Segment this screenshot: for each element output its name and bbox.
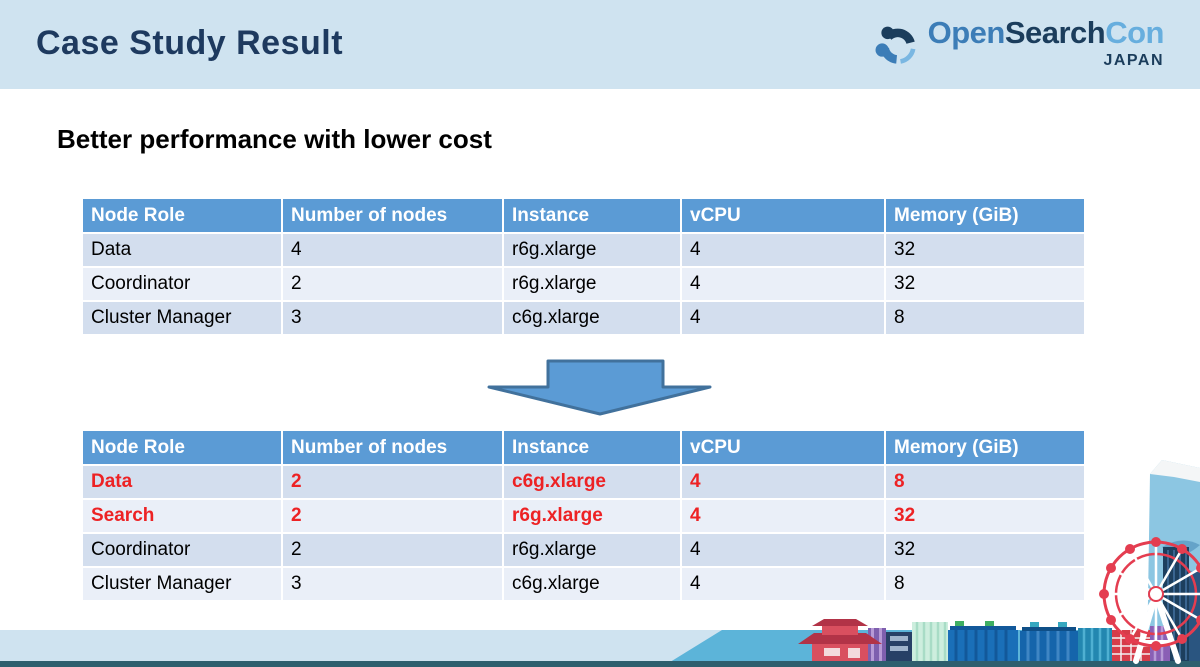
table-cell: 4 — [682, 302, 886, 336]
table-cell: 4 — [682, 568, 886, 602]
logo-text-japan: JAPAN — [1103, 52, 1164, 69]
logo-text-open: Open — [927, 15, 1006, 50]
table-cell: r6g.xlarge — [504, 500, 682, 534]
table-cell: 4 — [283, 234, 504, 268]
table-cell: 4 — [682, 466, 886, 500]
table-cell: Coordinator — [83, 268, 283, 302]
table-cell: 8 — [886, 568, 1086, 602]
column-header: Node Role — [83, 199, 283, 234]
column-header: Instance — [504, 431, 682, 466]
opensearch-logo-icon — [872, 16, 922, 70]
table-row: Search 2 r6g.xlarge 4 32 — [83, 500, 1086, 534]
opensearchcon-logo: OpenSearchCon JAPAN — [872, 16, 1164, 70]
table-cell: 8 — [886, 302, 1086, 336]
column-header: vCPU — [682, 431, 886, 466]
table-before-optimization: Node Role Number of nodes Instance vCPU Memo… — [83, 199, 1086, 336]
table-cell: 4 — [682, 268, 886, 302]
table-cell: 4 — [682, 234, 886, 268]
column-header: Number of nodes — [283, 431, 504, 466]
table-cell: 2 — [283, 534, 504, 568]
column-header: Memory (GiB) — [886, 199, 1086, 234]
table-cell: 3 — [283, 568, 504, 602]
column-header: Number of nodes — [283, 199, 504, 234]
slide-subtitle: Better performance with lower cost — [57, 124, 492, 154]
table-row: Coordinator 2 r6g.xlarge 4 32 — [83, 534, 1086, 568]
logo-text: OpenSearchCon JAPAN — [927, 15, 1165, 70]
table-cell: Cluster Manager — [83, 568, 283, 602]
logo-wordmark: OpenSearchCon — [927, 15, 1165, 50]
ferris-wheel — [1099, 537, 1200, 664]
table-cell: 8 — [886, 466, 1086, 500]
column-header: Memory (GiB) — [886, 431, 1086, 466]
table-cell: c6g.xlarge — [504, 466, 682, 500]
table-cell: 4 — [682, 500, 886, 534]
logo-text-con: Con — [1105, 15, 1164, 50]
table-cell: 4 — [682, 534, 886, 568]
table-cell: 3 — [283, 302, 504, 336]
table-row: Cluster Manager 3 c6g.xlarge 4 8 — [83, 568, 1086, 602]
down-arrow-icon — [487, 359, 712, 416]
table-cell: r6g.xlarge — [504, 534, 682, 568]
table-cell: r6g.xlarge — [504, 234, 682, 268]
table-cell: r6g.xlarge — [504, 268, 682, 302]
table-header-row: Node Role Number of nodes Instance vCPU Memo… — [83, 431, 1086, 466]
table-cell: Data — [83, 466, 283, 500]
table-cell: c6g.xlarge — [504, 302, 682, 336]
logo-text-search: Search — [1004, 15, 1106, 50]
column-header: vCPU — [682, 199, 886, 234]
table-cell: 32 — [886, 500, 1086, 534]
table-after-optimization: Node Role Number of nodes Instance vCPU Memo… — [83, 431, 1086, 602]
table-cell: c6g.xlarge — [504, 568, 682, 602]
slide-header-band: Case Study Result OpenSearchCon JAPAN — [0, 0, 1200, 89]
table-row: Data 2 c6g.xlarge 4 8 — [83, 466, 1086, 500]
page-title: Case Study Result — [36, 24, 344, 62]
table-header-row: Node Role Number of nodes Instance vCPU Memo… — [83, 199, 1086, 234]
table-row: Coordinator 2 r6g.xlarge 4 32 — [83, 268, 1086, 302]
table-cell: Search — [83, 500, 283, 534]
table-cell: Coordinator — [83, 534, 283, 568]
table-cell: 2 — [283, 500, 504, 534]
column-header: Instance — [504, 199, 682, 234]
table-cell: 32 — [886, 534, 1086, 568]
table-cell: 2 — [283, 268, 504, 302]
table-cell: Cluster Manager — [83, 302, 283, 336]
table-cell: 32 — [886, 234, 1086, 268]
table-row: Cluster Manager 3 c6g.xlarge 4 8 — [83, 302, 1086, 336]
table-cell: 2 — [283, 466, 504, 500]
table-cell: Data — [83, 234, 283, 268]
column-header: Node Role — [83, 431, 283, 466]
table-cell: 32 — [886, 268, 1086, 302]
table-row: Data 4 r6g.xlarge 4 32 — [83, 234, 1086, 268]
